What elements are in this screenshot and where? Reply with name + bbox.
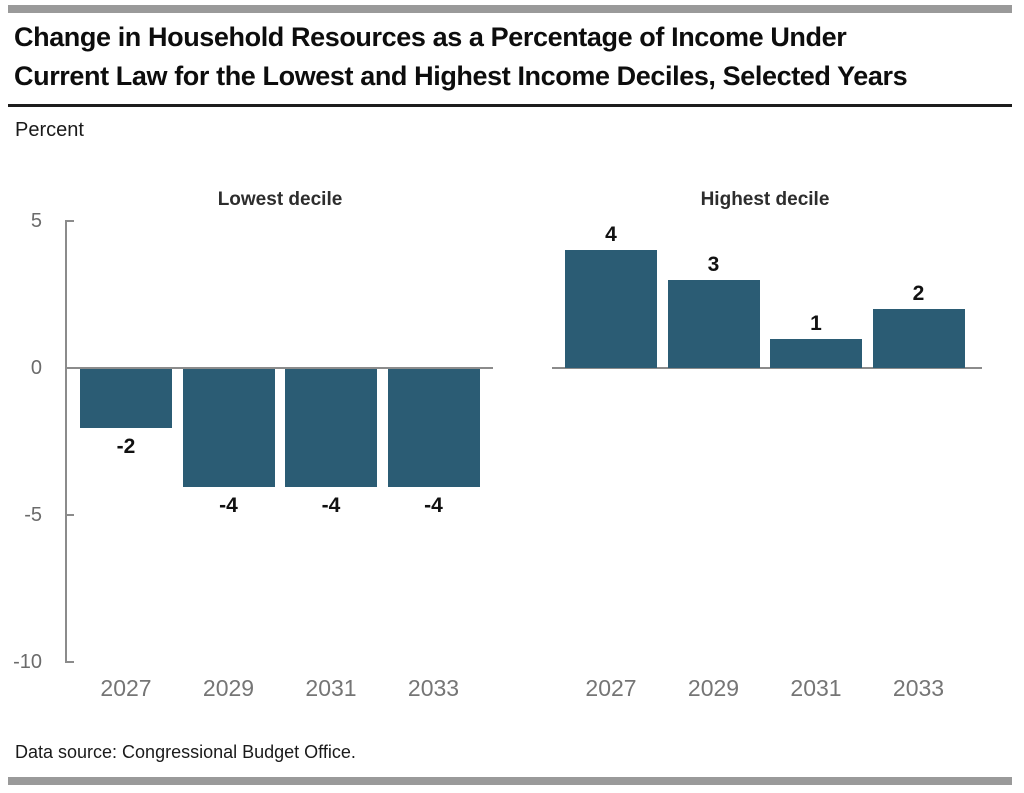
x-axis-label-highest-decile-2027: 2027 (585, 675, 637, 701)
bar-value-label-lowest-decile-2027: -2 (116, 434, 136, 458)
chart-title: Change in Household Resources as a Perce… (14, 18, 1014, 96)
bar-value-label-highest-decile-2029: 3 (707, 252, 720, 276)
bar-value-label-lowest-decile-2033: -4 (424, 493, 443, 517)
zero-baseline-highest-decile (552, 367, 982, 369)
top-divider-bar (8, 5, 1012, 13)
bar-value-label-highest-decile-2033: 2 (912, 282, 925, 306)
panel-title-highest-decile: Highest decile (700, 189, 830, 210)
y-axis-tick-label: -5 (24, 504, 42, 526)
title-underline-rule (8, 104, 1012, 107)
zero-baseline-lowest-decile (65, 367, 493, 369)
y-axis-tick-label: 5 (30, 210, 42, 232)
bar-highest-decile-2033 (872, 309, 965, 368)
y-axis-tick-label: -10 (13, 651, 42, 673)
y-axis-tick (65, 514, 74, 516)
data-source-note: Data source: Congressional Budget Office… (15, 742, 356, 762)
bar-lowest-decile-2029 (182, 369, 275, 487)
y-axis-tick (65, 661, 74, 663)
bar-lowest-decile-2027 (80, 369, 172, 428)
x-axis-label-highest-decile-2029: 2029 (687, 675, 740, 701)
x-axis-label-highest-decile-2031: 2031 (790, 675, 842, 701)
bar-lowest-decile-2031 (285, 369, 377, 487)
bar-highest-decile-2029 (667, 279, 760, 368)
y-axis-unit-label: Percent (15, 119, 84, 141)
bar-value-label-lowest-decile-2029: -4 (219, 493, 238, 517)
x-axis-label-lowest-decile-2033: 2033 (407, 675, 460, 701)
panel-title-lowest-decile: Lowest decile (217, 189, 343, 210)
bar-value-label-lowest-decile-2031: -4 (321, 493, 341, 517)
bar-highest-decile-2031 (770, 338, 862, 368)
y-axis-line (65, 221, 67, 662)
bar-value-label-highest-decile-2027: 4 (605, 223, 617, 247)
bar-value-label-highest-decile-2031: 1 (810, 311, 822, 335)
x-axis-label-lowest-decile-2031: 2031 (305, 675, 357, 701)
bar-highest-decile-2027 (565, 250, 657, 368)
y-axis-tick (65, 220, 74, 222)
y-axis-tick-label: 0 (30, 357, 42, 379)
bottom-divider-bar (8, 777, 1012, 785)
x-axis-label-highest-decile-2033: 2033 (892, 675, 945, 701)
chart-title-line-1: Change in Household Resources as a Perce… (14, 22, 847, 52)
chart-title-line-2: Current Law for the Lowest and Highest I… (14, 61, 908, 91)
bar-lowest-decile-2033 (387, 369, 480, 487)
x-axis-label-lowest-decile-2029: 2029 (202, 675, 255, 701)
x-axis-label-lowest-decile-2027: 2027 (100, 675, 152, 701)
